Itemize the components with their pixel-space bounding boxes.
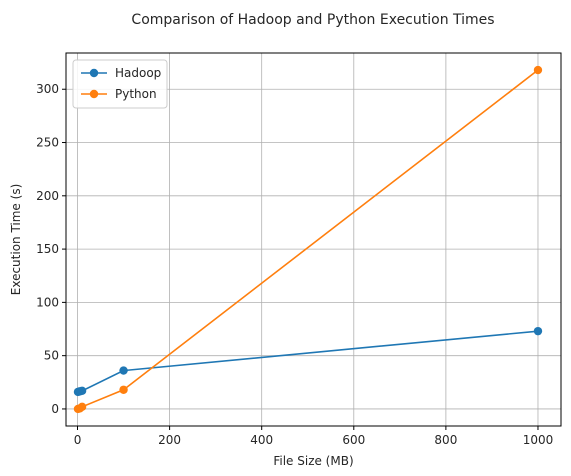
x-tick-label: 800 — [434, 433, 457, 447]
y-tick-label: 50 — [44, 349, 59, 363]
legend-marker-hadoop — [89, 68, 99, 78]
data-point-python — [533, 65, 543, 75]
data-point-python — [77, 402, 87, 412]
y-axis-label: Execution Time (s) — [9, 184, 23, 296]
x-tick-label: 400 — [250, 433, 273, 447]
y-tick-label: 300 — [36, 82, 59, 96]
y-tick-label: 100 — [36, 295, 59, 309]
data-point-python — [119, 385, 128, 394]
x-tick-label: 200 — [158, 433, 181, 447]
grid — [66, 53, 561, 426]
series-layer — [73, 65, 543, 414]
legend-marker-python — [89, 89, 99, 99]
legend-label-hadoop: Hadoop — [115, 66, 161, 80]
chart-title: Comparison of Hadoop and Python Executio… — [131, 12, 494, 28]
legend-label-python: Python — [115, 87, 157, 101]
y-tick-label: 0 — [51, 402, 59, 416]
y-tick-label: 250 — [36, 136, 59, 150]
x-tick-label: 0 — [74, 433, 82, 447]
x-tick-label: 600 — [342, 433, 365, 447]
x-tick-label: 1000 — [523, 433, 554, 447]
x-axis-label: File Size (MB) — [273, 454, 353, 468]
x-axis-ticks: 0 200 400 600 800 1000 — [74, 426, 554, 447]
y-tick-label: 150 — [36, 242, 59, 256]
legend: Hadoop Python — [72, 59, 168, 109]
y-axis-ticks: 0 50 100 150 200 250 300 — [36, 82, 66, 416]
plot-frame — [65, 52, 562, 427]
data-point-hadoop — [533, 326, 543, 336]
y-tick-label: 200 — [36, 189, 59, 203]
data-point-hadoop — [77, 386, 87, 396]
data-point-hadoop — [119, 366, 128, 375]
